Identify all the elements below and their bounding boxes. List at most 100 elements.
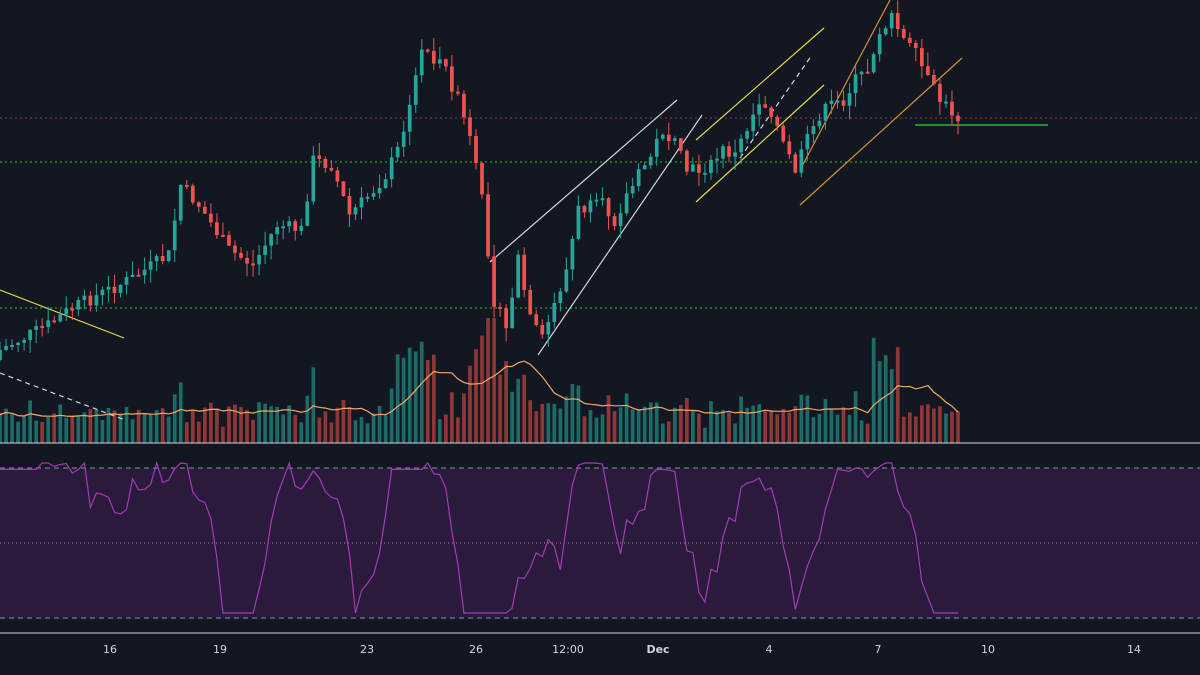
volume-bar (703, 428, 707, 443)
candle-body (854, 74, 858, 93)
volume-bar (480, 336, 484, 443)
volume-bar (950, 412, 954, 443)
volume-bar (673, 408, 677, 443)
volume-bar (607, 395, 611, 443)
candle-body (245, 258, 249, 264)
volume-bar (89, 409, 93, 443)
candle-body (119, 285, 123, 293)
x-tick-label: 12:00 (552, 643, 584, 656)
volume-bar (589, 410, 593, 443)
candle-body (842, 100, 846, 105)
volume-bar (450, 392, 454, 443)
candle-body (715, 159, 719, 161)
volume-bar (52, 413, 56, 443)
candle-body (589, 201, 593, 213)
candle-body (149, 261, 153, 269)
candle-body (546, 322, 550, 334)
volume-bar (131, 419, 135, 443)
volume-bar (257, 402, 261, 443)
volume-bar (336, 408, 340, 443)
volume-bar (414, 352, 418, 443)
volume-bar (944, 414, 948, 443)
candle-body (125, 277, 129, 285)
candle-body (727, 146, 731, 156)
candle-body (637, 169, 641, 186)
candle-body (143, 270, 147, 276)
volume-bar (522, 375, 526, 443)
candle-body (787, 141, 791, 154)
volume-bar (733, 423, 737, 443)
candle-body (691, 164, 695, 171)
volume-bar (637, 409, 641, 443)
candle-body (552, 303, 556, 322)
candle-body (926, 66, 930, 75)
candle-body (468, 117, 472, 136)
candle-body (95, 295, 99, 305)
candle-body (426, 50, 430, 52)
trendline-yellow-left (0, 290, 124, 338)
candle-body (902, 29, 906, 38)
candle-body (595, 200, 599, 202)
candle-body (378, 188, 382, 193)
volume-bar (558, 408, 562, 443)
volume-bar (107, 408, 111, 443)
x-tick-label: 19 (213, 643, 227, 656)
candle-body (522, 255, 526, 290)
volume-bar (263, 404, 267, 443)
candle-body (348, 196, 352, 214)
candle-body (336, 171, 340, 182)
volume-bar (896, 347, 900, 443)
volume-bar (287, 405, 291, 443)
candle-body (0, 350, 2, 360)
x-tick-label: 10 (981, 643, 995, 656)
candle-body (649, 157, 653, 166)
volume-bar (70, 416, 74, 443)
x-tick-label: 26 (469, 643, 483, 656)
volume-bar (697, 414, 701, 443)
volume-bar (269, 406, 273, 443)
candle-body (167, 250, 171, 261)
candle-body (390, 157, 394, 179)
candle-body (703, 173, 707, 175)
volume-bar (872, 338, 876, 443)
volume-bar (444, 414, 448, 443)
volume-bar (348, 407, 352, 443)
candle-body (751, 115, 755, 132)
candle-body (504, 308, 508, 328)
drawings (0, 0, 1048, 420)
candle-body (938, 84, 942, 102)
volume-bar (155, 410, 159, 443)
volume-bar (324, 411, 328, 443)
candle-body (733, 152, 737, 156)
candle-body (781, 126, 785, 142)
volume-bar (0, 413, 2, 443)
volume-bar (715, 411, 719, 443)
candle-body (697, 164, 701, 173)
volume-bar (510, 392, 514, 443)
candle-body (257, 255, 261, 264)
volume-bar (46, 417, 50, 443)
candle-body (607, 198, 611, 216)
candle-body (745, 131, 749, 139)
volume-bar (390, 388, 394, 443)
volume-bar (824, 399, 828, 443)
candle-body (89, 296, 93, 306)
candle-body (763, 104, 767, 107)
candle-body (287, 221, 291, 226)
volume-bar (197, 422, 201, 443)
candle-body (836, 100, 840, 102)
candle-body (342, 181, 346, 196)
candle-body (462, 94, 466, 118)
candle-body (806, 134, 810, 149)
volume-bar (552, 404, 556, 443)
channel-white-upper (490, 100, 677, 262)
x-tick-label: 4 (766, 643, 773, 656)
volume-bar (82, 412, 86, 443)
volume-bar (787, 413, 791, 443)
volume-bar (366, 423, 370, 443)
candle-body (908, 38, 912, 43)
candle-body (793, 154, 797, 172)
candle-body (438, 59, 442, 63)
candle-body (161, 256, 165, 261)
